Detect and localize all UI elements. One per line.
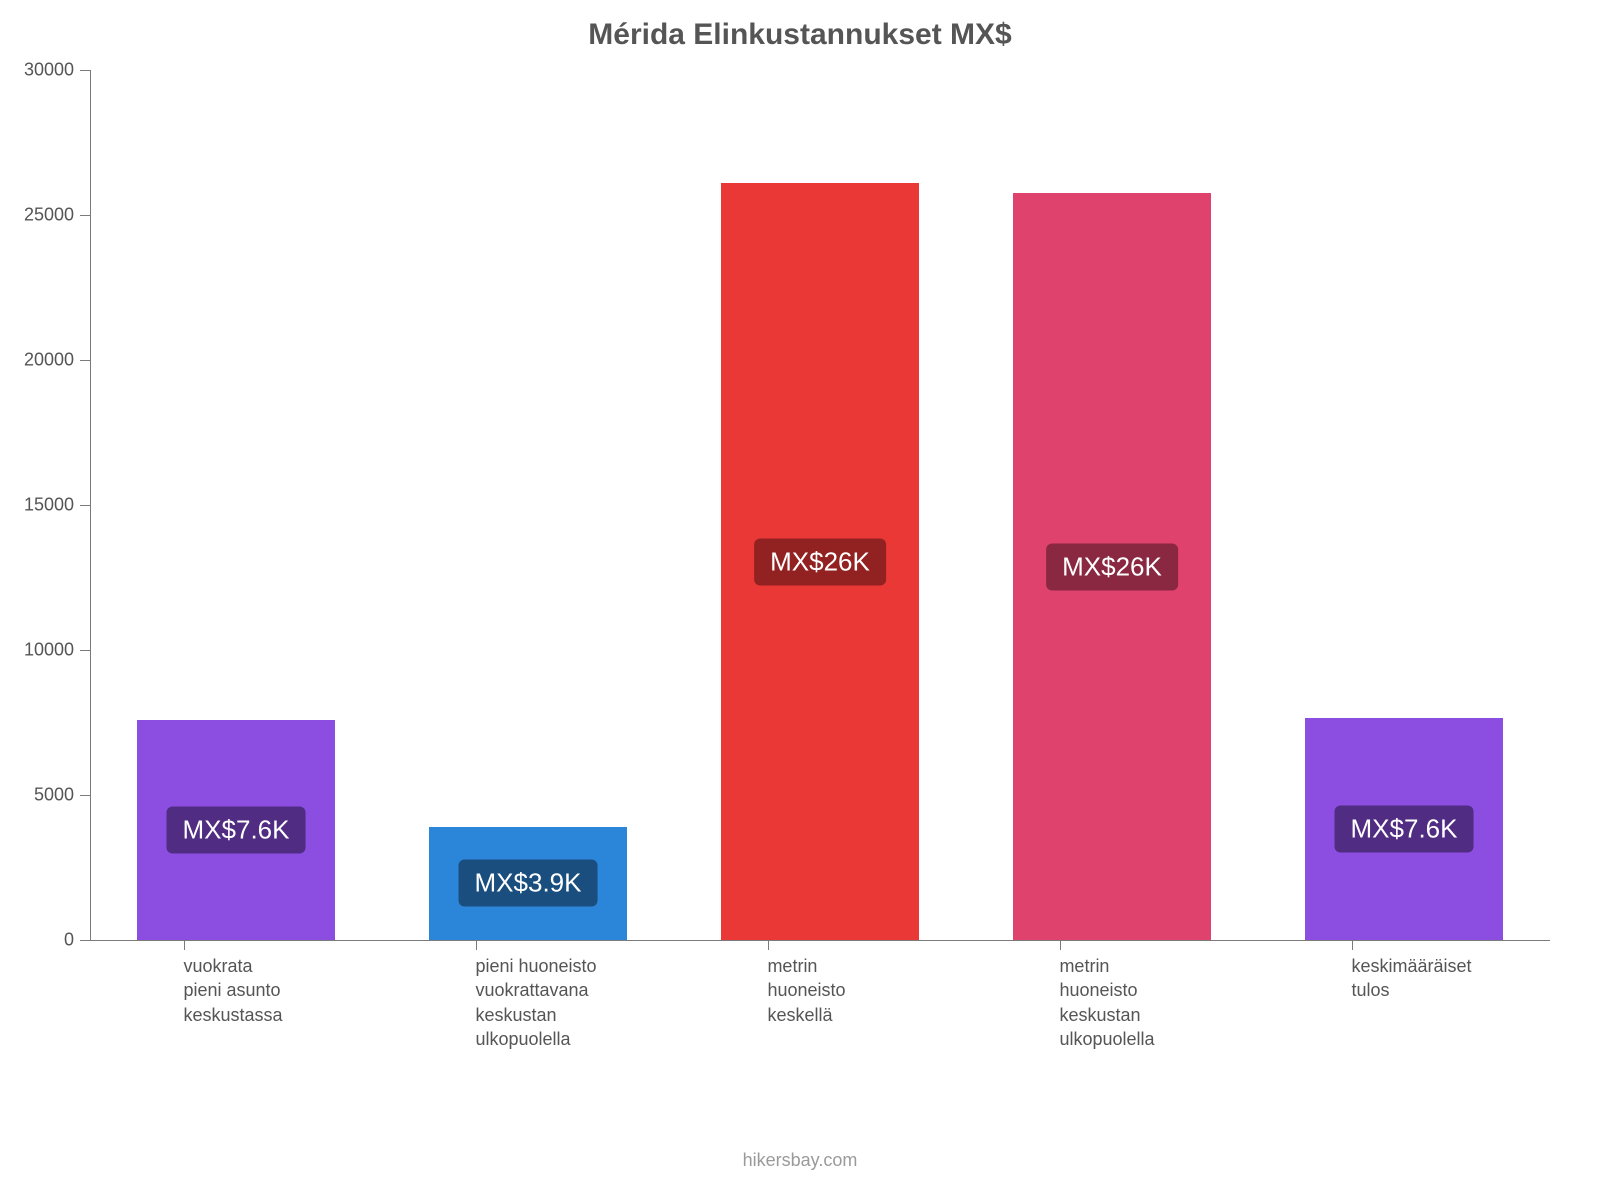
x-tick-label: metrinhuoneistokeskellä: [767, 954, 1030, 1027]
y-tick: [80, 650, 90, 651]
y-axis-line: [90, 70, 91, 940]
bar-value-label: MX$7.6K: [167, 806, 306, 853]
y-tick-label: 10000: [4, 640, 74, 661]
x-tick-mark: [768, 940, 769, 950]
y-tick-label: 30000: [4, 60, 74, 81]
cost-of-living-chart: Mérida Elinkustannukset MX$ 050001000015…: [0, 0, 1600, 1200]
x-tick-label: keskimääräisettulos: [1351, 954, 1600, 1003]
plot-area: 050001000015000200002500030000MX$7.6Kvuo…: [90, 70, 1550, 940]
bar-value-label: MX$26K: [1046, 543, 1178, 590]
x-tick-mark: [1060, 940, 1061, 950]
chart-title: Mérida Elinkustannukset MX$: [0, 18, 1600, 52]
x-tick-mark: [476, 940, 477, 950]
y-tick: [80, 505, 90, 506]
y-tick-label: 25000: [4, 205, 74, 226]
x-tick-mark: [184, 940, 185, 950]
y-tick-label: 5000: [4, 785, 74, 806]
bar-value-label: MX$3.9K: [459, 860, 598, 907]
bar-value-label: MX$7.6K: [1335, 806, 1474, 853]
y-tick: [80, 940, 90, 941]
y-tick: [80, 70, 90, 71]
y-tick: [80, 360, 90, 361]
x-tick-label: pieni huoneistovuokrattavanakeskustanulk…: [475, 954, 738, 1051]
x-axis-line: [90, 940, 1550, 941]
bar-value-label: MX$26K: [754, 538, 886, 585]
x-tick-mark: [1352, 940, 1353, 950]
credit-text: hikersbay.com: [0, 1150, 1600, 1171]
y-tick-label: 20000: [4, 350, 74, 371]
x-tick-label: metrinhuoneistokeskustanulkopuolella: [1059, 954, 1322, 1051]
y-tick: [80, 795, 90, 796]
x-tick-label: vuokratapieni asuntokeskustassa: [183, 954, 446, 1027]
y-tick-label: 15000: [4, 495, 74, 516]
y-tick-label: 0: [4, 930, 74, 951]
y-tick: [80, 215, 90, 216]
